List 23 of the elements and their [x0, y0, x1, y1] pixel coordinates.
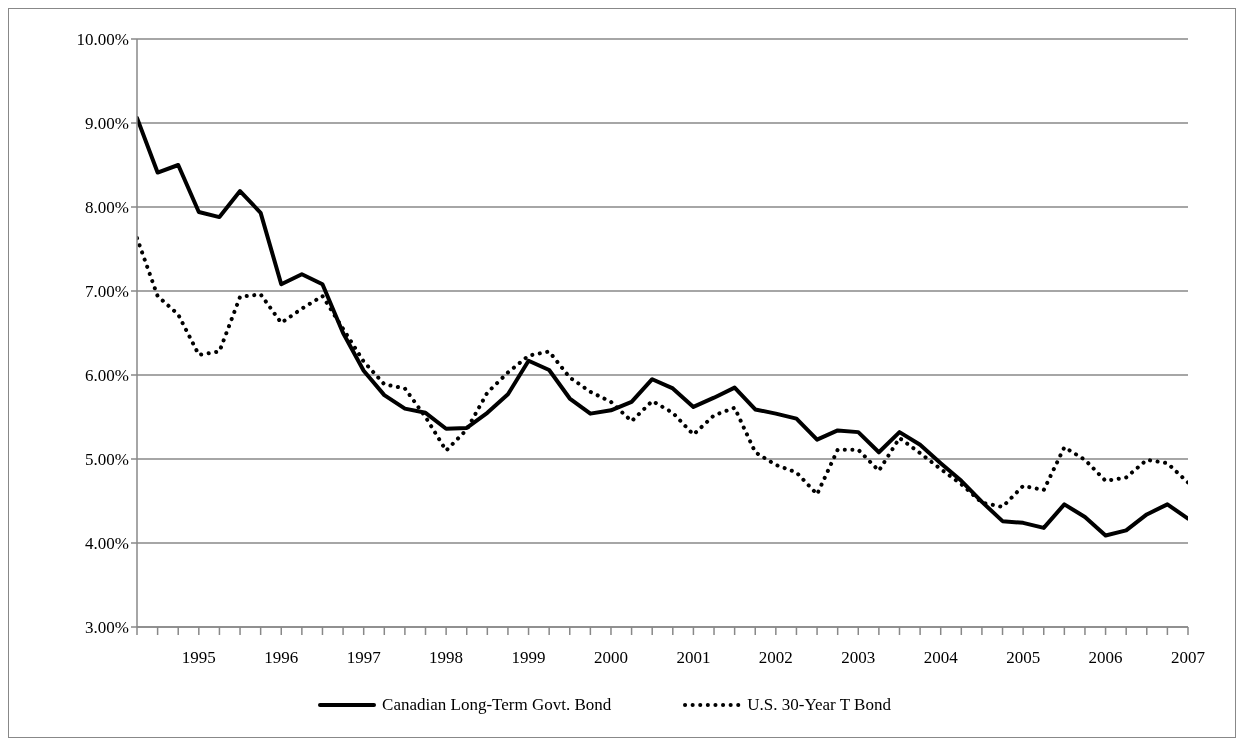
- y-tick-label: 9.00%: [85, 114, 129, 134]
- x-tick-label: 1996: [264, 648, 299, 668]
- x-tick-label: 2001: [676, 648, 711, 668]
- y-tick-label: 6.00%: [85, 366, 129, 386]
- x-tick-label: 1999: [511, 648, 546, 668]
- y-tick-label: 4.00%: [85, 534, 129, 554]
- y-tick-label: 10.00%: [76, 30, 129, 50]
- x-tick-label: 2007: [1171, 648, 1206, 668]
- y-tick-label: 8.00%: [85, 198, 129, 218]
- x-tick-label: 2002: [758, 648, 793, 668]
- x-tick-label: 1995: [181, 648, 216, 668]
- y-tick-label: 5.00%: [85, 450, 129, 470]
- legend-label: Canadian Long-Term Govt. Bond: [382, 695, 612, 715]
- x-tick-label: 2000: [593, 648, 628, 668]
- x-tick-label: 2005: [1006, 648, 1041, 668]
- x-tick-label: 2006: [1088, 648, 1123, 668]
- y-tick-label: 3.00%: [85, 618, 129, 638]
- x-tick-label: 2003: [841, 648, 876, 668]
- y-tick-label: 7.00%: [85, 282, 129, 302]
- legend-label: U.S. 30-Year T Bond: [747, 695, 891, 715]
- x-tick-label: 1997: [346, 648, 382, 668]
- x-tick-label: 1998: [429, 648, 464, 668]
- x-tick-label: 2004: [923, 648, 959, 668]
